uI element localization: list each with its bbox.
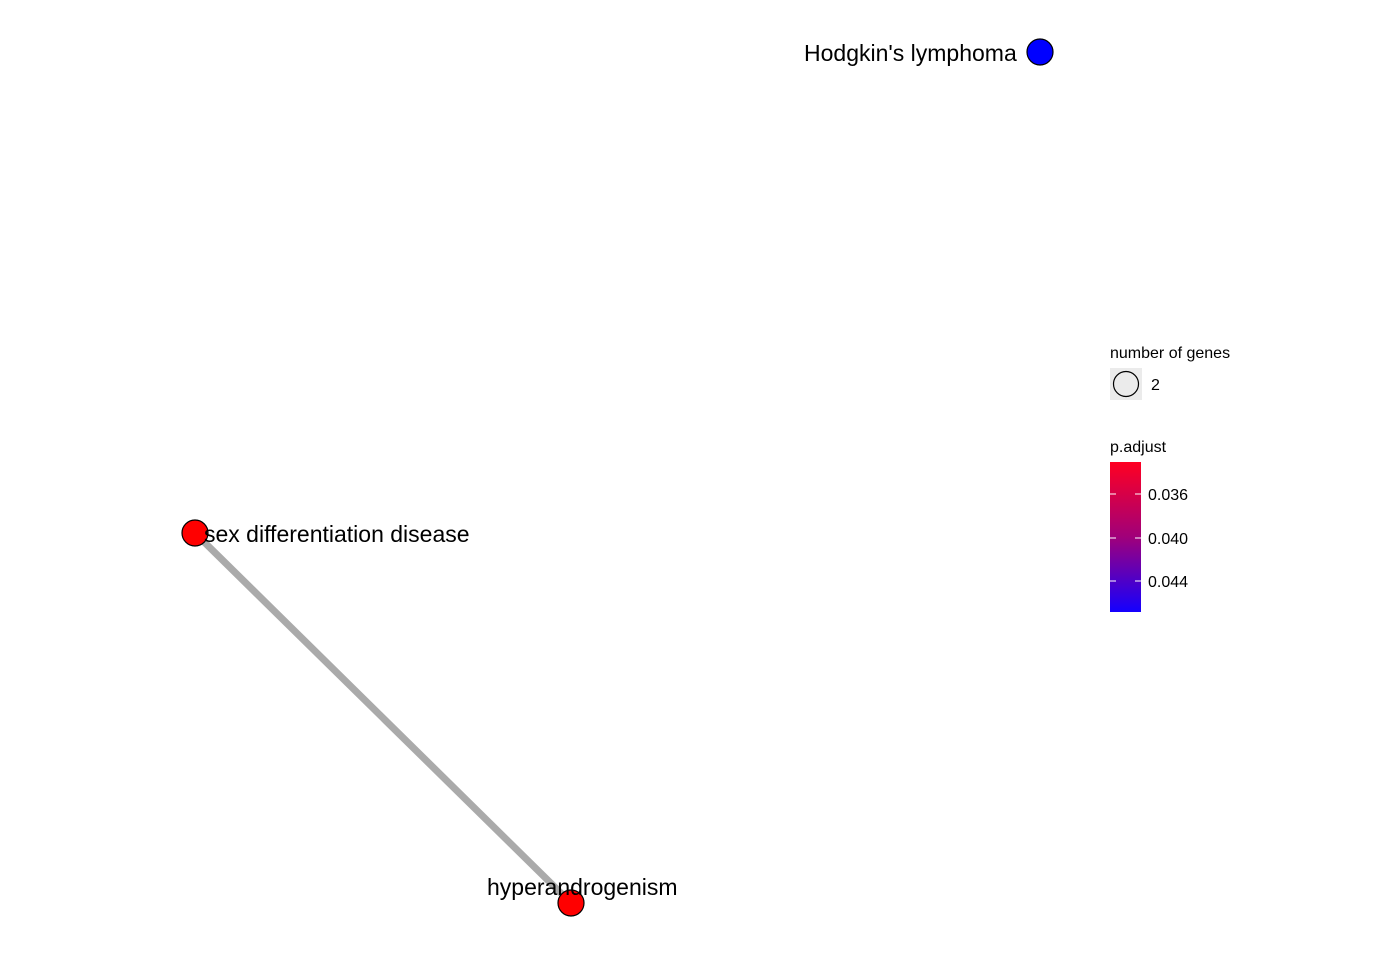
edge-sexdiff-hyperandro (192, 530, 574, 906)
legend-size-title: number of genes (1110, 345, 1230, 362)
colorbar-tick-label: 0.040 (1148, 531, 1188, 548)
colorbar-tick-label: 0.044 (1148, 574, 1188, 591)
node-marker (181, 519, 209, 547)
colorbar-tick-label: 0.036 (1148, 487, 1188, 504)
node-label: sex differentiation disease (204, 521, 470, 547)
node-label: Hodgkin's lymphoma (804, 40, 1017, 66)
node-label: hyperandrogenism (487, 874, 678, 900)
node-sex-differentiation-disease[interactable]: sex differentiation disease (181, 519, 470, 547)
legend-color: p.adjust 0.036 0.040 0.044 (1110, 439, 1188, 612)
node-marker (1026, 38, 1054, 66)
legend-size-value: 2 (1151, 377, 1160, 394)
legend-color-title: p.adjust (1110, 439, 1167, 456)
legend-colorbar (1110, 462, 1141, 612)
node-marker (557, 889, 585, 917)
node-hyperandrogenism[interactable]: hyperandrogenism (487, 874, 678, 917)
legend-size: number of genes 2 (1110, 345, 1230, 400)
legend-size-key-circle (1112, 370, 1140, 398)
node-hodgkins-lymphoma[interactable]: Hodgkin's lymphoma (804, 38, 1054, 66)
